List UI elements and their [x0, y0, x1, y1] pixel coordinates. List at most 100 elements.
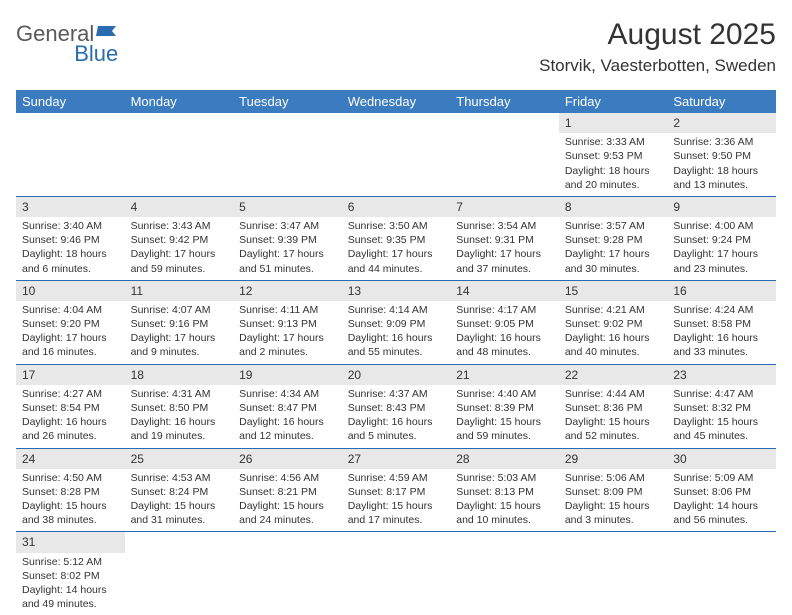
calendar-cell: 13Sunrise: 4:14 AMSunset: 9:09 PMDayligh… [342, 280, 451, 364]
day-line: and 19 minutes. [131, 429, 228, 443]
day-details: Sunrise: 4:00 AMSunset: 9:24 PMDaylight:… [667, 217, 776, 280]
calendar-cell-empty [16, 113, 125, 196]
day-details: Sunrise: 3:40 AMSunset: 9:46 PMDaylight:… [16, 217, 125, 280]
day-line: Sunset: 9:16 PM [131, 317, 228, 331]
day-details: Sunrise: 4:53 AMSunset: 8:24 PMDaylight:… [125, 469, 234, 532]
calendar-cell-empty [125, 113, 234, 196]
logo-part2: Blue [74, 41, 118, 66]
day-line: Sunrise: 4:37 AM [348, 387, 445, 401]
calendar-row: 31Sunrise: 5:12 AMSunset: 8:02 PMDayligh… [16, 532, 776, 615]
day-line: Daylight: 15 hours [565, 415, 662, 429]
day-number: 27 [342, 449, 451, 469]
day-line: and 51 minutes. [239, 262, 336, 276]
day-line: Sunset: 8:28 PM [22, 485, 119, 499]
day-line: Sunrise: 4:34 AM [239, 387, 336, 401]
day-details: Sunrise: 4:27 AMSunset: 8:54 PMDaylight:… [16, 385, 125, 448]
day-details: Sunrise: 3:50 AMSunset: 9:35 PMDaylight:… [342, 217, 451, 280]
day-header-row: SundayMondayTuesdayWednesdayThursdayFrid… [16, 90, 776, 113]
day-line: Daylight: 18 hours [22, 247, 119, 261]
calendar-row: 24Sunrise: 4:50 AMSunset: 8:28 PMDayligh… [16, 448, 776, 532]
day-line: and 38 minutes. [22, 513, 119, 527]
day-line: Sunrise: 4:24 AM [673, 303, 770, 317]
day-line: Sunrise: 4:44 AM [565, 387, 662, 401]
day-line: Sunrise: 4:07 AM [131, 303, 228, 317]
day-line: Sunrise: 3:54 AM [456, 219, 553, 233]
day-line: and 37 minutes. [456, 262, 553, 276]
day-line: Sunset: 9:42 PM [131, 233, 228, 247]
day-line: and 56 minutes. [673, 513, 770, 527]
day-number: 9 [667, 197, 776, 217]
day-line: Sunset: 8:32 PM [673, 401, 770, 415]
day-line: Sunrise: 5:03 AM [456, 471, 553, 485]
calendar-cell-empty [667, 532, 776, 615]
calendar-cell-empty [125, 532, 234, 615]
day-details: Sunrise: 4:31 AMSunset: 8:50 PMDaylight:… [125, 385, 234, 448]
calendar-cell: 17Sunrise: 4:27 AMSunset: 8:54 PMDayligh… [16, 364, 125, 448]
day-details: Sunrise: 4:44 AMSunset: 8:36 PMDaylight:… [559, 385, 668, 448]
day-line: Sunset: 8:47 PM [239, 401, 336, 415]
day-number: 23 [667, 365, 776, 385]
calendar-cell: 24Sunrise: 4:50 AMSunset: 8:28 PMDayligh… [16, 448, 125, 532]
day-details: Sunrise: 5:09 AMSunset: 8:06 PMDaylight:… [667, 469, 776, 532]
day-line: and 9 minutes. [131, 345, 228, 359]
day-number: 17 [16, 365, 125, 385]
day-line: Sunset: 9:28 PM [565, 233, 662, 247]
day-line: Daylight: 15 hours [673, 415, 770, 429]
day-line: Sunset: 9:39 PM [239, 233, 336, 247]
day-number: 4 [125, 197, 234, 217]
day-line: Sunrise: 3:33 AM [565, 135, 662, 149]
day-line: Daylight: 17 hours [239, 331, 336, 345]
header: GeneralBlue August 2025 Storvik, Vaester… [16, 18, 776, 76]
day-details: Sunrise: 4:04 AMSunset: 9:20 PMDaylight:… [16, 301, 125, 364]
day-line: Sunrise: 4:17 AM [456, 303, 553, 317]
day-details: Sunrise: 4:34 AMSunset: 8:47 PMDaylight:… [233, 385, 342, 448]
day-number: 26 [233, 449, 342, 469]
title-block: August 2025 Storvik, Vaesterbotten, Swed… [539, 18, 776, 76]
calendar-row: 17Sunrise: 4:27 AMSunset: 8:54 PMDayligh… [16, 364, 776, 448]
day-line: Sunrise: 3:36 AM [673, 135, 770, 149]
day-number: 13 [342, 281, 451, 301]
calendar-cell: 27Sunrise: 4:59 AMSunset: 8:17 PMDayligh… [342, 448, 451, 532]
day-line: Sunset: 9:13 PM [239, 317, 336, 331]
calendar-cell: 22Sunrise: 4:44 AMSunset: 8:36 PMDayligh… [559, 364, 668, 448]
day-line: Daylight: 16 hours [673, 331, 770, 345]
day-line: Sunset: 8:39 PM [456, 401, 553, 415]
calendar-cell: 29Sunrise: 5:06 AMSunset: 8:09 PMDayligh… [559, 448, 668, 532]
day-details: Sunrise: 3:54 AMSunset: 9:31 PMDaylight:… [450, 217, 559, 280]
day-line: Sunset: 9:46 PM [22, 233, 119, 247]
day-details: Sunrise: 3:43 AMSunset: 9:42 PMDaylight:… [125, 217, 234, 280]
day-number: 28 [450, 449, 559, 469]
day-line: Sunset: 9:20 PM [22, 317, 119, 331]
day-line: and 40 minutes. [565, 345, 662, 359]
calendar-cell: 28Sunrise: 5:03 AMSunset: 8:13 PMDayligh… [450, 448, 559, 532]
day-line: Daylight: 15 hours [456, 415, 553, 429]
calendar-cell-empty [233, 113, 342, 196]
day-line: and 59 minutes. [456, 429, 553, 443]
day-number: 16 [667, 281, 776, 301]
day-line: and 24 minutes. [239, 513, 336, 527]
day-line: and 23 minutes. [673, 262, 770, 276]
day-header: Sunday [16, 90, 125, 113]
day-number: 10 [16, 281, 125, 301]
day-line: Sunrise: 4:53 AM [131, 471, 228, 485]
day-line: Daylight: 16 hours [565, 331, 662, 345]
day-line: Daylight: 16 hours [22, 415, 119, 429]
day-number: 8 [559, 197, 668, 217]
day-number: 25 [125, 449, 234, 469]
day-line: Daylight: 15 hours [131, 499, 228, 513]
day-line: Sunset: 9:05 PM [456, 317, 553, 331]
day-line: and 33 minutes. [673, 345, 770, 359]
day-details: Sunrise: 4:21 AMSunset: 9:02 PMDaylight:… [559, 301, 668, 364]
day-line: and 20 minutes. [565, 178, 662, 192]
calendar-cell-empty [342, 113, 451, 196]
day-line: and 45 minutes. [673, 429, 770, 443]
calendar-row: 3Sunrise: 3:40 AMSunset: 9:46 PMDaylight… [16, 196, 776, 280]
day-details: Sunrise: 4:59 AMSunset: 8:17 PMDaylight:… [342, 469, 451, 532]
calendar-cell: 11Sunrise: 4:07 AMSunset: 9:16 PMDayligh… [125, 280, 234, 364]
day-number: 1 [559, 113, 668, 133]
day-number: 11 [125, 281, 234, 301]
day-line: and 48 minutes. [456, 345, 553, 359]
day-line: Sunrise: 4:31 AM [131, 387, 228, 401]
day-details: Sunrise: 5:12 AMSunset: 8:02 PMDaylight:… [16, 553, 125, 615]
day-line: Daylight: 17 hours [565, 247, 662, 261]
